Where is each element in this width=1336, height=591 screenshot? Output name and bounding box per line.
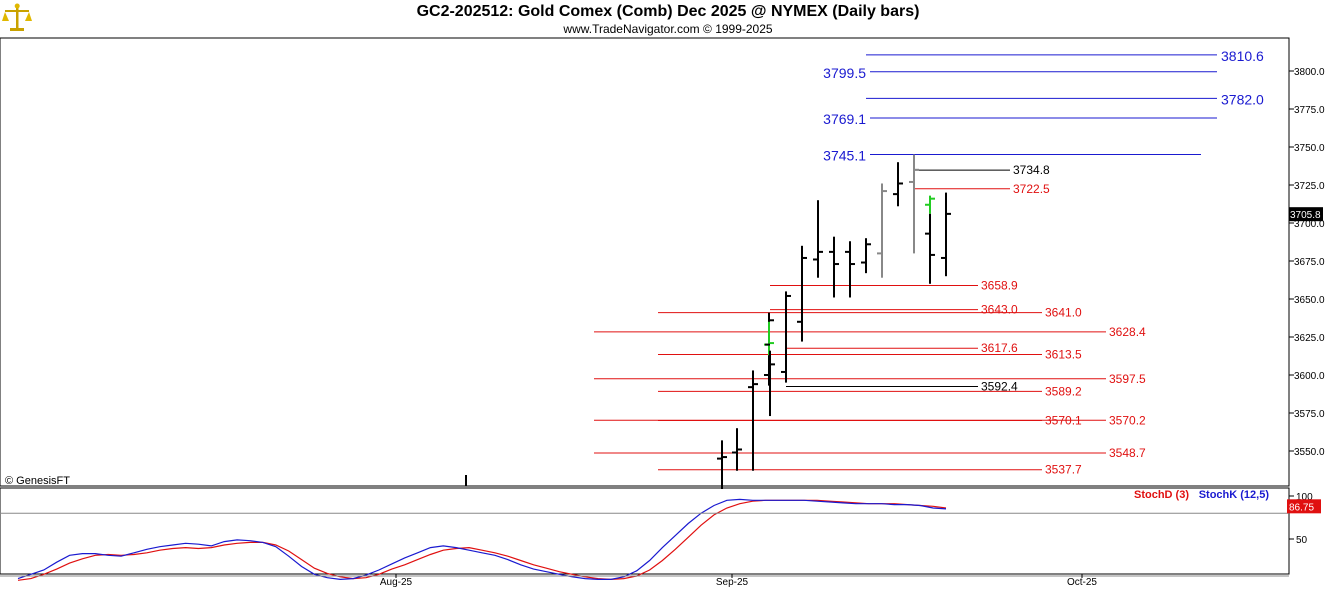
price-level-label: 3734.8 bbox=[1013, 163, 1050, 177]
price-tick-label: 3675.0 bbox=[1294, 257, 1325, 268]
price-level-label: 3799.5 bbox=[823, 65, 866, 81]
chart-subtitle: www.TradeNavigator.com © 1999-2025 bbox=[563, 22, 773, 36]
chart-title: GC2-202512: Gold Comex (Comb) Dec 2025 @… bbox=[416, 3, 920, 20]
price-level-label: 3658.9 bbox=[981, 278, 1018, 292]
price-level-label: 3597.5 bbox=[1109, 372, 1146, 386]
scales-logo-icon bbox=[2, 2, 32, 39]
stoch-last-value-box bbox=[1287, 499, 1321, 514]
price-level-label: 3592.4 bbox=[981, 380, 1018, 394]
price-level-label: 3641.0 bbox=[1045, 306, 1082, 320]
price-level-label: 3628.4 bbox=[1109, 325, 1146, 339]
price-tick-label: 3625.0 bbox=[1294, 333, 1325, 344]
price-level-label: 3570.2 bbox=[1109, 413, 1146, 427]
price-tick-label: 3725.0 bbox=[1294, 181, 1325, 192]
legend-stochk: StochK (12,5) bbox=[1199, 489, 1270, 501]
price-level-label: 3548.7 bbox=[1109, 446, 1146, 460]
price-tick-label: 3800.0 bbox=[1294, 67, 1325, 78]
price-level-label: 3722.5 bbox=[1013, 182, 1050, 196]
stoch-tick-label: 100 bbox=[1296, 492, 1313, 503]
price-level-label: 3589.2 bbox=[1045, 384, 1082, 398]
price-tick-label: 3550.0 bbox=[1294, 447, 1325, 458]
price-tick-label: 3775.0 bbox=[1294, 105, 1325, 116]
price-tick-label: 3575.0 bbox=[1294, 409, 1325, 420]
price-level-label: 3537.7 bbox=[1045, 463, 1082, 477]
stoch-series-line bbox=[17, 498, 947, 581]
x-tick-label: Sep-25 bbox=[716, 577, 749, 588]
price-tick-label: 3700.0 bbox=[1294, 219, 1325, 230]
stoch-tick-label: 50 bbox=[1296, 535, 1308, 546]
price-level-label: 3782.0 bbox=[1221, 91, 1264, 107]
stochastic-panel-frame bbox=[0, 487, 1290, 575]
x-tick-label: Aug-25 bbox=[380, 577, 413, 588]
x-tick-label: Oct-25 bbox=[1067, 577, 1097, 588]
genesis-watermark: © GenesisFT bbox=[5, 475, 70, 487]
price-level-label: 3769.1 bbox=[823, 111, 866, 127]
last-price-box bbox=[1289, 207, 1323, 222]
price-level-label: 3643.0 bbox=[981, 303, 1018, 317]
price-level-label: 3613.5 bbox=[1045, 347, 1082, 361]
price-tick-label: 3600.0 bbox=[1294, 371, 1325, 382]
stoch-last-value-label: 86.75 bbox=[1289, 502, 1314, 513]
price-level-label: 3745.1 bbox=[823, 147, 866, 163]
price-tick-label: 3750.0 bbox=[1294, 143, 1325, 154]
price-level-label: 3617.6 bbox=[981, 341, 1018, 355]
last-price-label: 3705.8 bbox=[1290, 210, 1321, 221]
legend-stochd: StochD (3) bbox=[1134, 489, 1189, 501]
price-panel-frame bbox=[0, 37, 1290, 487]
chart-header: GC2-202512: Gold Comex (Comb) Dec 2025 @… bbox=[0, 0, 1336, 38]
price-tick-label: 3650.0 bbox=[1294, 295, 1325, 306]
price-level-label: 3810.6 bbox=[1221, 48, 1264, 64]
